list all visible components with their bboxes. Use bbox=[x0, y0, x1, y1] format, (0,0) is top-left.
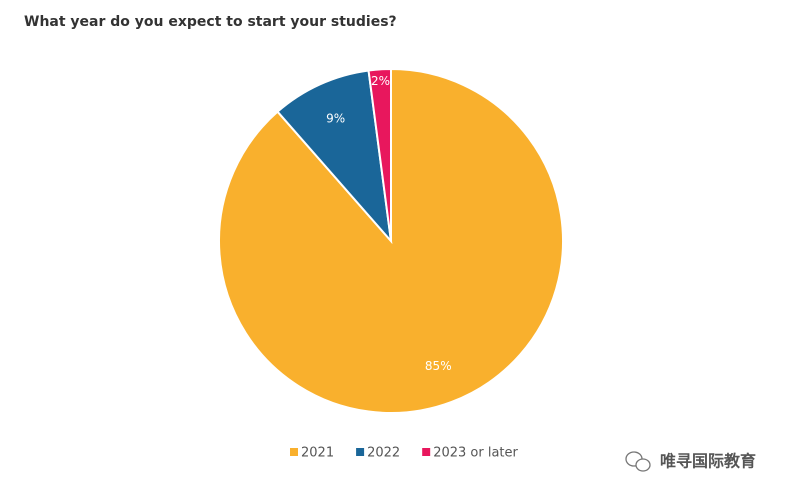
chart-title: What year do you expect to start your st… bbox=[24, 14, 397, 30]
watermark: 唯寻国际教育 bbox=[660, 452, 756, 471]
legend-label: 2021 bbox=[301, 446, 334, 461]
legend-swatch bbox=[422, 448, 431, 456]
legend-swatch bbox=[356, 448, 365, 456]
watermark-icon bbox=[625, 451, 651, 472]
pie-slice bbox=[276, 69, 393, 245]
legend-swatch bbox=[290, 448, 298, 456]
legend-label: 2022 bbox=[367, 446, 400, 461]
data-label: 2% bbox=[371, 74, 390, 88]
legend-label: 2023 or later bbox=[433, 446, 518, 461]
data-label: 85% bbox=[425, 359, 452, 373]
pie-slice bbox=[367, 67, 392, 242]
data-label: 9% bbox=[326, 111, 345, 125]
